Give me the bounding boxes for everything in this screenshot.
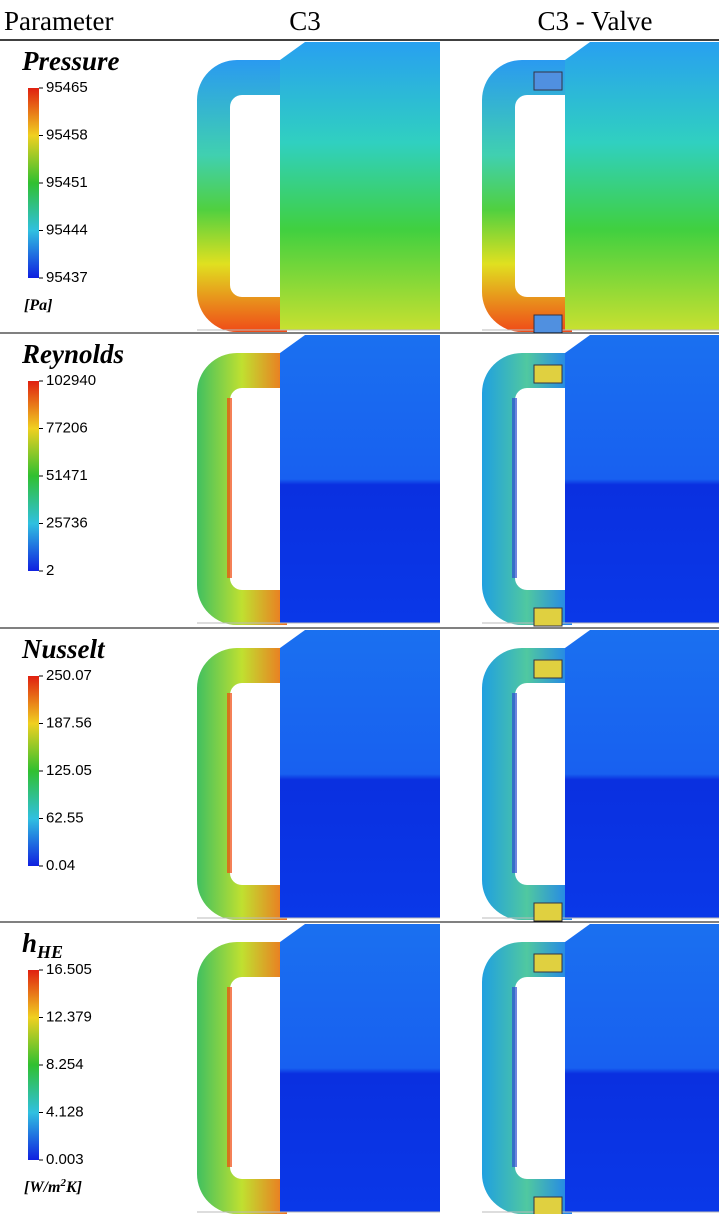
color-bar [28, 676, 39, 866]
color-bar-label: 125.05 [46, 762, 92, 779]
figure: Parameter C3 C3 - Valve Pressure 95465 954… [0, 0, 719, 1214]
loop-channel [482, 353, 572, 625]
parameter-name: hHE [22, 928, 63, 962]
color-bar-label: 51471 [46, 467, 88, 484]
tank-body [565, 924, 719, 1212]
valve [534, 72, 562, 90]
color-bar-label: 95437 [46, 269, 88, 286]
parameter-name: Nusselt [21, 634, 106, 664]
loop-inner-edge [227, 987, 232, 1167]
parameter-name: Pressure [21, 46, 120, 76]
color-bar-label: 187.56 [46, 714, 92, 731]
color-bar-label: 95458 [46, 126, 88, 143]
color-bar [28, 381, 39, 571]
page: {"header": {"columns": ["Parameter", "C3… [0, 0, 719, 1214]
tank-body [280, 42, 440, 330]
loop-inner-edge [227, 693, 232, 873]
loop-inner-edge [512, 693, 517, 873]
loop-inner-edge [512, 987, 517, 1167]
valve [534, 365, 562, 383]
color-bar-label: 8.254 [46, 1056, 84, 1073]
loop-channel [197, 60, 287, 332]
color-bar-label: 2 [46, 562, 54, 579]
column-header: C3 - Valve [538, 6, 653, 36]
color-bar-label: 77206 [46, 419, 88, 436]
loop-channel [482, 942, 572, 1214]
color-bar-label: 16.505 [46, 961, 92, 978]
loop-channel [197, 648, 287, 920]
loop-channel [482, 648, 572, 920]
color-bar-label: 4.128 [46, 1103, 84, 1120]
valve [534, 954, 562, 972]
loop-channel [197, 353, 287, 625]
tank-body [280, 924, 440, 1212]
loop-inner-edge [227, 398, 232, 578]
unit-label: [W/m2K] [24, 1177, 82, 1196]
valve [534, 903, 562, 921]
color-bar-label: 102940 [46, 372, 96, 389]
loop-inner-edge [512, 398, 517, 578]
loop-channel [482, 60, 572, 332]
color-bar-label: 95465 [46, 79, 88, 96]
column-header: C3 [289, 6, 321, 36]
color-bar-label: 0.04 [46, 857, 75, 874]
tank-body [565, 630, 719, 918]
parameter-subscript: HE [36, 942, 63, 962]
unit-label: [Pa] [24, 297, 52, 314]
column-header: Parameter [4, 6, 113, 36]
color-bar [28, 88, 39, 278]
color-bar-label: 95444 [46, 221, 88, 238]
valve [534, 660, 562, 678]
tank-body [565, 335, 719, 623]
color-bar [28, 970, 39, 1160]
valve [534, 1197, 562, 1214]
tank-body [565, 42, 719, 330]
color-bar-label: 95451 [46, 174, 88, 191]
tank-body [280, 335, 440, 623]
color-bar-label: 12.379 [46, 1008, 92, 1025]
color-bar-label: 0.003 [46, 1151, 84, 1168]
tank-body [280, 630, 440, 918]
parameter-name: Reynolds [21, 339, 124, 369]
color-bar-label: 25736 [46, 514, 88, 531]
color-bar-label: 62.55 [46, 809, 84, 826]
valve [534, 608, 562, 626]
valve [534, 315, 562, 333]
loop-channel [197, 942, 287, 1214]
color-bar-label: 250.07 [46, 667, 92, 684]
unit-suffix: K] [65, 1179, 82, 1196]
